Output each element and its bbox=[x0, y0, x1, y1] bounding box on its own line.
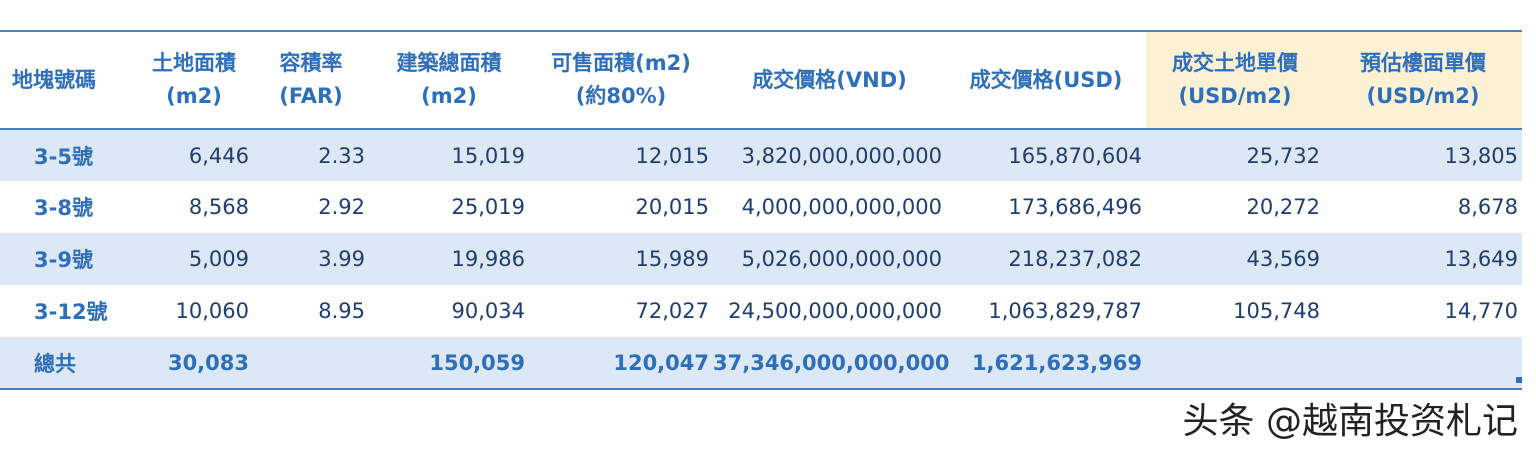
cell-saleable-area: 72,027 bbox=[635, 299, 709, 323]
cell-price-usd: 218,237,082 bbox=[946, 233, 1146, 285]
cell-total-label: 總共 bbox=[0, 337, 135, 389]
cell-land-unit-price: 25,732 bbox=[1146, 129, 1324, 181]
cell-land-area: 8,568 bbox=[188, 195, 249, 219]
header-plot-number: 地塊號碼 bbox=[0, 31, 135, 129]
total-row: 總共 30,083 150,059 120,047 37,346,000,000… bbox=[0, 337, 1522, 389]
header-price-vnd-line1: 成交價格(VND) bbox=[752, 67, 907, 92]
header-row: 地塊號碼 土地面積 (m2) 容積率 (FAR) 建築總面積 (m2) 可售面積(m2… bbox=[0, 31, 1522, 129]
header-floor-unit-price: 預估樓面單價 (USD/m2) bbox=[1324, 31, 1522, 129]
cell-total-floor-unit-price bbox=[1324, 337, 1522, 389]
header-saleable-area: 可售面積(m2) (約80%) bbox=[529, 31, 713, 129]
cell-land-unit-price: 105,748 bbox=[1233, 299, 1320, 323]
cell-gross-floor-area: 25,019 bbox=[451, 195, 525, 219]
cell-land-unit-price: 20,272 bbox=[1246, 195, 1320, 219]
header-land-unit-price-line2: (USD/m2) bbox=[1178, 84, 1292, 108]
cell-total-land-unit-price bbox=[1146, 337, 1324, 389]
cell-floor-unit-price: 13,805 bbox=[1324, 129, 1522, 181]
cell-floor-unit-price: 13,649 bbox=[1324, 233, 1522, 285]
header-land-area-line1: 土地面積 bbox=[152, 51, 236, 75]
cell-land-unit-price: 43,569 bbox=[1146, 233, 1324, 285]
cell-plot-number: 3-8號 bbox=[34, 196, 93, 220]
cell-price-vnd: 3,820,000,000,000 bbox=[713, 129, 946, 181]
header-gross-floor-area-line1: 建築總面積 bbox=[396, 51, 502, 75]
header-land-unit-price-line1: 成交土地單價 bbox=[1172, 51, 1298, 75]
cell-gross-floor-area: 90,034 bbox=[451, 299, 525, 323]
header-far-line2: (FAR) bbox=[279, 84, 343, 108]
header-land-area: 土地面積 (m2) bbox=[135, 31, 253, 129]
cell-far: 3.99 bbox=[253, 233, 369, 285]
header-gross-floor-area: 建築總面積 (m2) bbox=[369, 31, 529, 129]
cell-price-usd: 165,870,604 bbox=[946, 129, 1146, 181]
cell-price-vnd: 5,026,000,000,000 bbox=[713, 233, 946, 285]
land-price-table-wrapper: 地塊號碼 土地面積 (m2) 容積率 (FAR) 建築總面積 (m2) 可售面積(m2… bbox=[0, 30, 1522, 390]
cell-price-usd: 173,686,496 bbox=[1008, 195, 1142, 219]
cell-land-area: 5,009 bbox=[135, 233, 253, 285]
cell-floor-unit-price: 14,770 bbox=[1444, 299, 1518, 323]
header-gross-floor-area-line2: (m2) bbox=[421, 84, 477, 108]
cell-plot-number: 3-9號 bbox=[0, 233, 135, 285]
cell-price-usd: 1,063,829,787 bbox=[988, 299, 1142, 323]
table-row: 3-5號 6,446 2.33 15,019 12,015 3,820,000,… bbox=[0, 129, 1522, 181]
cell-land-area: 10,060 bbox=[175, 299, 249, 323]
header-saleable-area-line1: 可售面積(m2) bbox=[551, 51, 691, 75]
header-floor-unit-price-line1: 預估樓面單價 bbox=[1360, 51, 1486, 75]
header-plot-number-line1: 地塊號碼 bbox=[12, 67, 96, 92]
cell-total-saleable-area: 120,047 bbox=[529, 337, 713, 389]
cell-total-land-area: 30,083 bbox=[135, 337, 253, 389]
header-land-unit-price: 成交土地單價 (USD/m2) bbox=[1146, 31, 1324, 129]
cell-plot-number: 3-12號 bbox=[34, 300, 108, 324]
header-price-vnd: 成交價格(VND) bbox=[713, 31, 946, 129]
cell-saleable-area: 20,015 bbox=[635, 195, 709, 219]
cell-gross-floor-area: 15,019 bbox=[369, 129, 529, 181]
cell-far: 8.95 bbox=[318, 299, 365, 323]
cell-land-area: 6,446 bbox=[135, 129, 253, 181]
cell-total-price-vnd: 37,346,000,000,000 bbox=[713, 337, 949, 389]
table-row: 3-8號 8,568 2.92 25,019 20,015 4,000,000,… bbox=[0, 181, 1522, 233]
selection-handle bbox=[1516, 377, 1522, 383]
cell-far: 2.33 bbox=[253, 129, 369, 181]
header-saleable-area-line2: (約80%) bbox=[575, 84, 667, 108]
cell-gross-floor-area: 19,986 bbox=[369, 233, 529, 285]
cell-price-vnd: 24,500,000,000,000 bbox=[728, 299, 942, 323]
cell-saleable-area: 12,015 bbox=[529, 129, 713, 181]
land-price-table: 地塊號碼 土地面積 (m2) 容積率 (FAR) 建築總面積 (m2) 可售面積(m2… bbox=[0, 30, 1522, 390]
cell-far: 2.92 bbox=[318, 195, 365, 219]
cell-price-vnd: 4,000,000,000,000 bbox=[741, 195, 942, 219]
cell-total-gross-floor-area: 150,059 bbox=[369, 337, 529, 389]
header-price-usd: 成交價格(USD) bbox=[946, 31, 1146, 129]
table-row: 3-12號 10,060 8.95 90,034 72,027 24,500,0… bbox=[0, 285, 1522, 337]
header-land-area-line2: (m2) bbox=[166, 84, 222, 108]
header-far-line1: 容積率 bbox=[279, 51, 343, 75]
cell-plot-number: 3-5號 bbox=[0, 129, 135, 181]
watermark: 头条 @越南投资札记 bbox=[1182, 401, 1518, 442]
cell-total-far bbox=[253, 337, 369, 389]
cell-floor-unit-price: 8,678 bbox=[1457, 195, 1518, 219]
table-row: 3-9號 5,009 3.99 19,986 15,989 5,026,000,… bbox=[0, 233, 1522, 285]
cell-saleable-area: 15,989 bbox=[529, 233, 713, 285]
cell-total-price-usd: 1,621,623,969 bbox=[946, 337, 1146, 389]
header-floor-unit-price-line2: (USD/m2) bbox=[1366, 84, 1480, 108]
header-price-usd-line1: 成交價格(USD) bbox=[969, 67, 1123, 92]
header-far: 容積率 (FAR) bbox=[253, 31, 369, 129]
